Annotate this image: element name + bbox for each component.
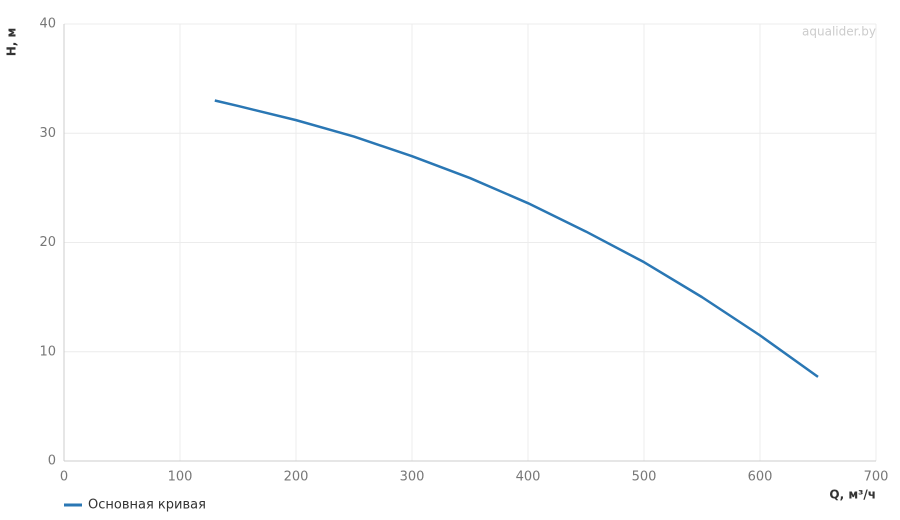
y-tick-label: 20 <box>39 235 56 250</box>
x-tick-label: 400 <box>516 470 541 485</box>
x-tick-label: 700 <box>864 470 889 485</box>
x-tick-label: 300 <box>400 470 425 485</box>
watermark: aqualider.by <box>802 25 876 39</box>
y-tick-label: 40 <box>39 17 56 32</box>
line-series <box>214 99 819 378</box>
y-tick-label: 10 <box>39 344 56 359</box>
x-axis-label: Q, м³/ч <box>829 488 876 502</box>
x-tick-label: 500 <box>632 470 657 485</box>
x-tick-label: 100 <box>168 470 193 485</box>
legend-label: Основная кривая <box>88 498 206 513</box>
y-axis-label: H, м <box>5 28 19 57</box>
y-tick-label: 0 <box>48 454 56 469</box>
x-tick-label: 0 <box>60 470 68 485</box>
x-tick-label: 200 <box>284 470 309 485</box>
x-tick-label: 600 <box>748 470 773 485</box>
y-tick-label: 30 <box>39 126 56 141</box>
